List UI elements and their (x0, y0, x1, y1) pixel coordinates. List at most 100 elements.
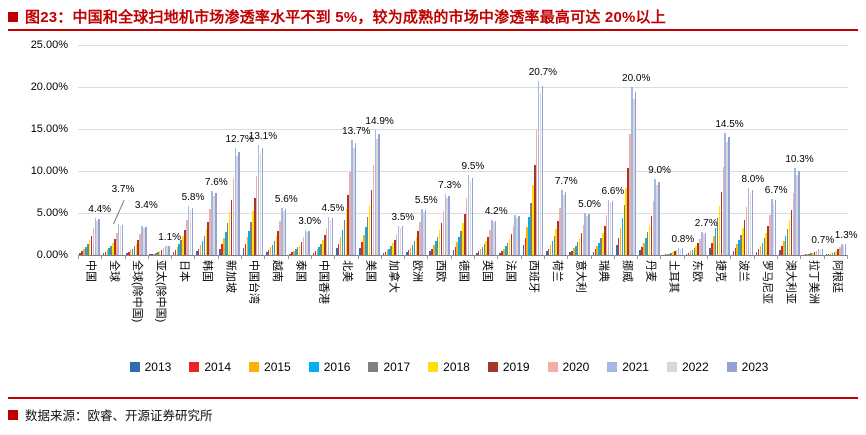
bar (508, 238, 511, 255)
data-label: 20.7% (528, 67, 558, 79)
bar (267, 250, 270, 255)
bar (176, 247, 179, 255)
bar (578, 238, 581, 255)
bar (236, 155, 238, 255)
source-text: 数据来源：欧睿、开源证券研究所 (25, 409, 213, 423)
bar (516, 217, 518, 255)
x-axis-label: 澳大利亚 (784, 260, 797, 304)
bar (769, 214, 771, 255)
bar (658, 181, 660, 255)
bar (446, 197, 448, 255)
bar (619, 228, 622, 255)
bar (312, 252, 315, 255)
bar-group: 5.5% (405, 45, 438, 255)
bar-group: 13.7% (335, 45, 370, 255)
bar (625, 187, 627, 255)
bar (561, 190, 563, 255)
bar (693, 248, 696, 255)
axis-tick (78, 255, 101, 259)
bar (149, 254, 151, 255)
bar (108, 248, 110, 255)
bar (250, 222, 252, 255)
bar (679, 248, 682, 255)
bar (308, 230, 310, 255)
bar (166, 246, 168, 255)
bar (534, 164, 536, 255)
bar (314, 251, 317, 255)
bar (732, 250, 735, 255)
bar (546, 251, 548, 255)
axis-tick (707, 255, 730, 259)
bar (119, 226, 122, 255)
bar (141, 226, 143, 255)
x-axis-label: 瑞典 (597, 260, 610, 282)
bar (199, 244, 202, 255)
x-axis-labels: 中国 全球 全球(除中国) 亚太(除中国) 日本 韩国 新加坡 中国台湾 越南 泰国 中国香港 北美美… (78, 260, 848, 352)
bar (354, 143, 357, 255)
bar (689, 251, 692, 255)
bar-group: 6.6% (591, 45, 624, 255)
axis-tick (310, 255, 334, 259)
bar (535, 129, 538, 255)
bar (442, 210, 445, 255)
bar (646, 232, 649, 255)
bar (304, 229, 307, 255)
bar (114, 238, 116, 255)
axis-tick (823, 255, 848, 259)
axis-tick (101, 255, 124, 259)
bar (406, 252, 408, 255)
bar (757, 249, 760, 255)
bar-group: 0.8% (661, 45, 694, 255)
bar (232, 178, 235, 255)
bar (162, 248, 165, 255)
bar (829, 253, 832, 255)
bar (318, 246, 320, 255)
bar (329, 219, 332, 255)
x-axis-label: 日本 (177, 260, 190, 282)
bar-group: 12.7% (218, 45, 254, 255)
bar (456, 242, 458, 255)
bar (701, 232, 703, 255)
bar (476, 252, 478, 255)
bar (180, 240, 182, 255)
legend-item: 2021 (607, 360, 649, 374)
bar (588, 214, 590, 255)
legend-swatch (368, 362, 379, 372)
x-axis-ticks (78, 255, 848, 259)
bar (104, 251, 107, 255)
legend-swatch (189, 362, 200, 372)
bar (219, 248, 221, 255)
header-rule (8, 29, 858, 31)
bar (440, 223, 443, 255)
bar (512, 225, 515, 255)
bar (596, 246, 598, 255)
bar (487, 236, 489, 255)
data-label: 20.0% (622, 73, 651, 84)
bar (359, 247, 361, 255)
bar (532, 185, 534, 255)
bar (213, 195, 215, 255)
bar (157, 252, 159, 255)
bar (761, 242, 764, 255)
plot-area: 4.4% 3.7% 3.4% 1.1% 5.8% 7.6% 12.7% 13.1% 5.6% 3.… (78, 45, 858, 256)
bar (343, 220, 346, 255)
bar (137, 240, 139, 255)
bar (254, 197, 256, 255)
bar (158, 251, 161, 255)
bar (116, 232, 118, 255)
bar (121, 224, 124, 255)
bar-group: 9.0% (638, 45, 671, 255)
data-label: 3.7% (111, 183, 135, 195)
bar (444, 193, 446, 255)
bar-group: 6.7% (755, 45, 788, 255)
bar (174, 250, 177, 255)
bar (454, 247, 457, 255)
axis-tick (637, 255, 660, 259)
bar (623, 204, 626, 255)
bar (598, 242, 600, 255)
bar (207, 221, 209, 255)
bar-group: 2.7% (685, 45, 718, 255)
bar (697, 243, 699, 255)
bar (252, 210, 254, 255)
bar (151, 254, 153, 255)
